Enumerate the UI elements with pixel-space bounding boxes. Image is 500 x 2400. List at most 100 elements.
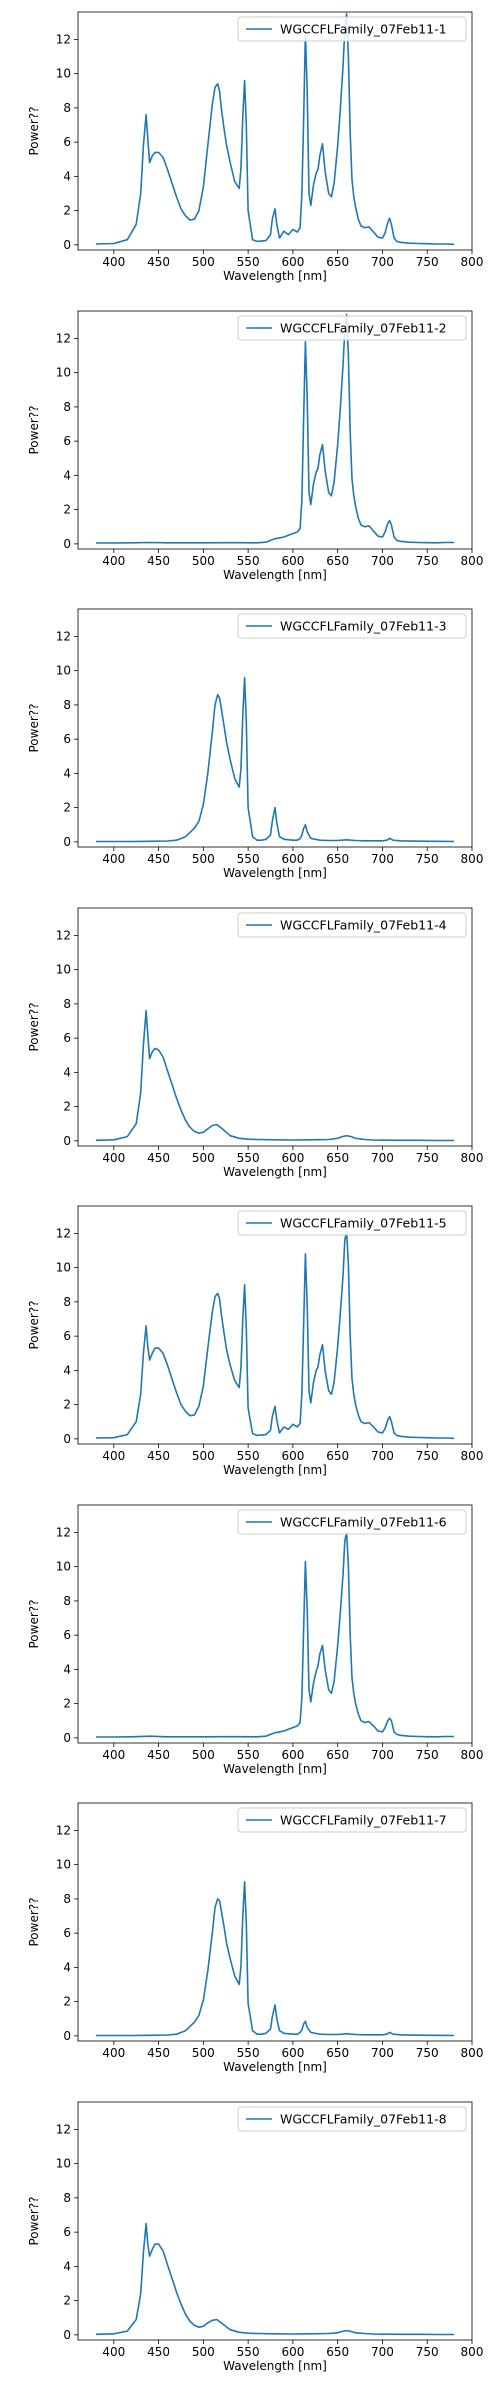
x-tick-label: 550 — [237, 852, 260, 866]
x-tick-label: 450 — [147, 1748, 170, 1762]
x-tick-label: 650 — [326, 2046, 349, 2060]
legend-label: WGCCFLFamily_07Feb11-1 — [280, 22, 447, 37]
x-tick-label: 650 — [326, 1748, 349, 1762]
x-tick-label: 750 — [416, 1151, 439, 1165]
x-tick-label: 500 — [192, 554, 215, 568]
x-tick-label: 400 — [102, 852, 125, 866]
x-tick-label: 500 — [192, 2345, 215, 2359]
x-tick-label: 750 — [416, 1449, 439, 1463]
x-tick-label: 750 — [416, 554, 439, 568]
legend-label: WGCCFLFamily_07Feb11-5 — [280, 1216, 447, 1231]
y-axis-label: Power?? — [27, 703, 41, 752]
x-tick-label: 450 — [147, 554, 170, 568]
y-tick-label: 10 — [56, 1858, 71, 1872]
x-tick-label: 450 — [147, 255, 170, 269]
y-tick-label: 2 — [63, 2294, 71, 2308]
y-tick-label: 12 — [56, 32, 71, 46]
y-tick-label: 12 — [56, 629, 71, 643]
x-tick-label: 700 — [371, 1748, 394, 1762]
x-tick-label: 700 — [371, 1449, 394, 1463]
x-tick-label: 650 — [326, 852, 349, 866]
x-tick-label: 500 — [192, 1748, 215, 1762]
series-line — [96, 14, 454, 245]
x-tick-label: 450 — [147, 2046, 170, 2060]
x-tick-label: 750 — [416, 1748, 439, 1762]
series-line — [96, 1882, 454, 2036]
x-axis-label: Wavelength [nm] — [223, 1762, 327, 1776]
y-tick-label: 6 — [63, 2225, 71, 2239]
y-tick-label: 2 — [63, 1995, 71, 2009]
x-tick-label: 800 — [461, 1748, 484, 1762]
x-tick-label: 550 — [237, 2046, 260, 2060]
y-tick-label: 8 — [63, 1594, 71, 1608]
y-tick-label: 0 — [63, 1432, 71, 1446]
subplot-7: 400 450 500 550 600 650 700 750 800 0 2 4 6 8 10 12 Wave… — [27, 1803, 483, 2074]
x-tick-label: 600 — [281, 554, 304, 568]
y-tick-label: 0 — [63, 1134, 71, 1148]
series-line — [96, 314, 454, 543]
y-tick-label: 8 — [63, 400, 71, 414]
x-tick-label: 450 — [147, 1151, 170, 1165]
y-tick-label: 8 — [63, 1295, 71, 1309]
x-tick-label: 800 — [461, 2345, 484, 2359]
y-tick-label: 4 — [63, 468, 71, 482]
subplot-8: 400 450 500 550 600 650 700 750 800024681012Wave… — [27, 2102, 483, 2373]
subplot-2: 400 450 500 550 600 650 700 750 800024681012Wave… — [27, 311, 483, 582]
x-tick-label: 700 — [371, 1151, 394, 1165]
x-axis-label: Wavelength [nm] — [223, 1463, 327, 1477]
series-line — [96, 1232, 454, 1439]
axes-frame — [78, 2102, 472, 2340]
x-tick-label: 500 — [192, 2046, 215, 2060]
x-tick-label: 500 — [192, 852, 215, 866]
subplot-5: 400 450 500 550 600 650 700 750 800 0 2 4 6 8 10 12 Wave… — [27, 1206, 483, 1477]
y-tick-label: 10 — [56, 1261, 71, 1275]
x-tick-label: 650 — [326, 255, 349, 269]
y-tick-label: 4 — [63, 1065, 71, 1079]
subplot-4: 400 450 500 550 600 650 700 750 800 0 2 4 6 8 10 12 Wave… — [27, 908, 483, 1179]
x-tick-label: 550 — [237, 554, 260, 568]
y-tick-label: 8 — [63, 997, 71, 1011]
x-tick-label: 650 — [326, 1449, 349, 1463]
legend-label: WGCCFLFamily_07Feb11-8 — [280, 2112, 447, 2127]
y-tick-label: 8 — [63, 2191, 71, 2205]
y-tick-label: 12 — [56, 2122, 71, 2136]
axes-frame — [78, 1505, 472, 1743]
y-tick-label: 6 — [63, 1329, 71, 1343]
series-line — [96, 1011, 454, 1141]
y-tick-label: 0 — [63, 835, 71, 849]
y-tick-label: 12 — [56, 1823, 71, 1837]
x-tick-label: 800 — [461, 554, 484, 568]
y-tick-label: 12 — [56, 1226, 71, 1240]
subplot-6: 400 450 500 550 600 650 700 750 800 0 2 4 6 8 10 12 Wave… — [27, 1505, 483, 1776]
y-tick-label: 0 — [63, 537, 71, 551]
y-tick-label: 2 — [63, 1697, 71, 1711]
x-tick-label: 800 — [461, 852, 484, 866]
y-tick-label: 8 — [63, 1892, 71, 1906]
legend-label: WGCCFLFamily_07Feb11-4 — [280, 918, 447, 933]
x-tick-label: 600 — [281, 2345, 304, 2359]
x-tick-label: 500 — [192, 1449, 215, 1463]
x-axis-label: Wavelength [nm] — [223, 2359, 327, 2373]
series-line — [96, 1532, 454, 1737]
x-tick-label: 700 — [371, 2046, 394, 2060]
y-tick-label: 10 — [56, 67, 71, 81]
x-tick-label: 600 — [281, 255, 304, 269]
axes-frame — [78, 311, 472, 549]
y-tick-label: 6 — [63, 434, 71, 448]
y-axis-label: Power?? — [27, 1599, 41, 1648]
y-tick-label: 2 — [63, 1100, 71, 1114]
x-tick-label: 400 — [102, 2345, 125, 2359]
y-tick-label: 4 — [63, 1662, 71, 1676]
x-tick-label: 500 — [192, 1151, 215, 1165]
x-axis-label: Wavelength [nm] — [223, 2060, 327, 2074]
x-tick-label: 550 — [237, 1151, 260, 1165]
x-tick-label: 800 — [461, 1449, 484, 1463]
y-tick-label: 0 — [63, 238, 71, 252]
y-tick-label: 6 — [63, 135, 71, 149]
x-tick-label: 750 — [416, 255, 439, 269]
x-tick-label: 550 — [237, 2345, 260, 2359]
series-line — [96, 2224, 454, 2335]
x-tick-label: 450 — [147, 2345, 170, 2359]
x-tick-label: 550 — [237, 255, 260, 269]
x-tick-label: 650 — [326, 2345, 349, 2359]
